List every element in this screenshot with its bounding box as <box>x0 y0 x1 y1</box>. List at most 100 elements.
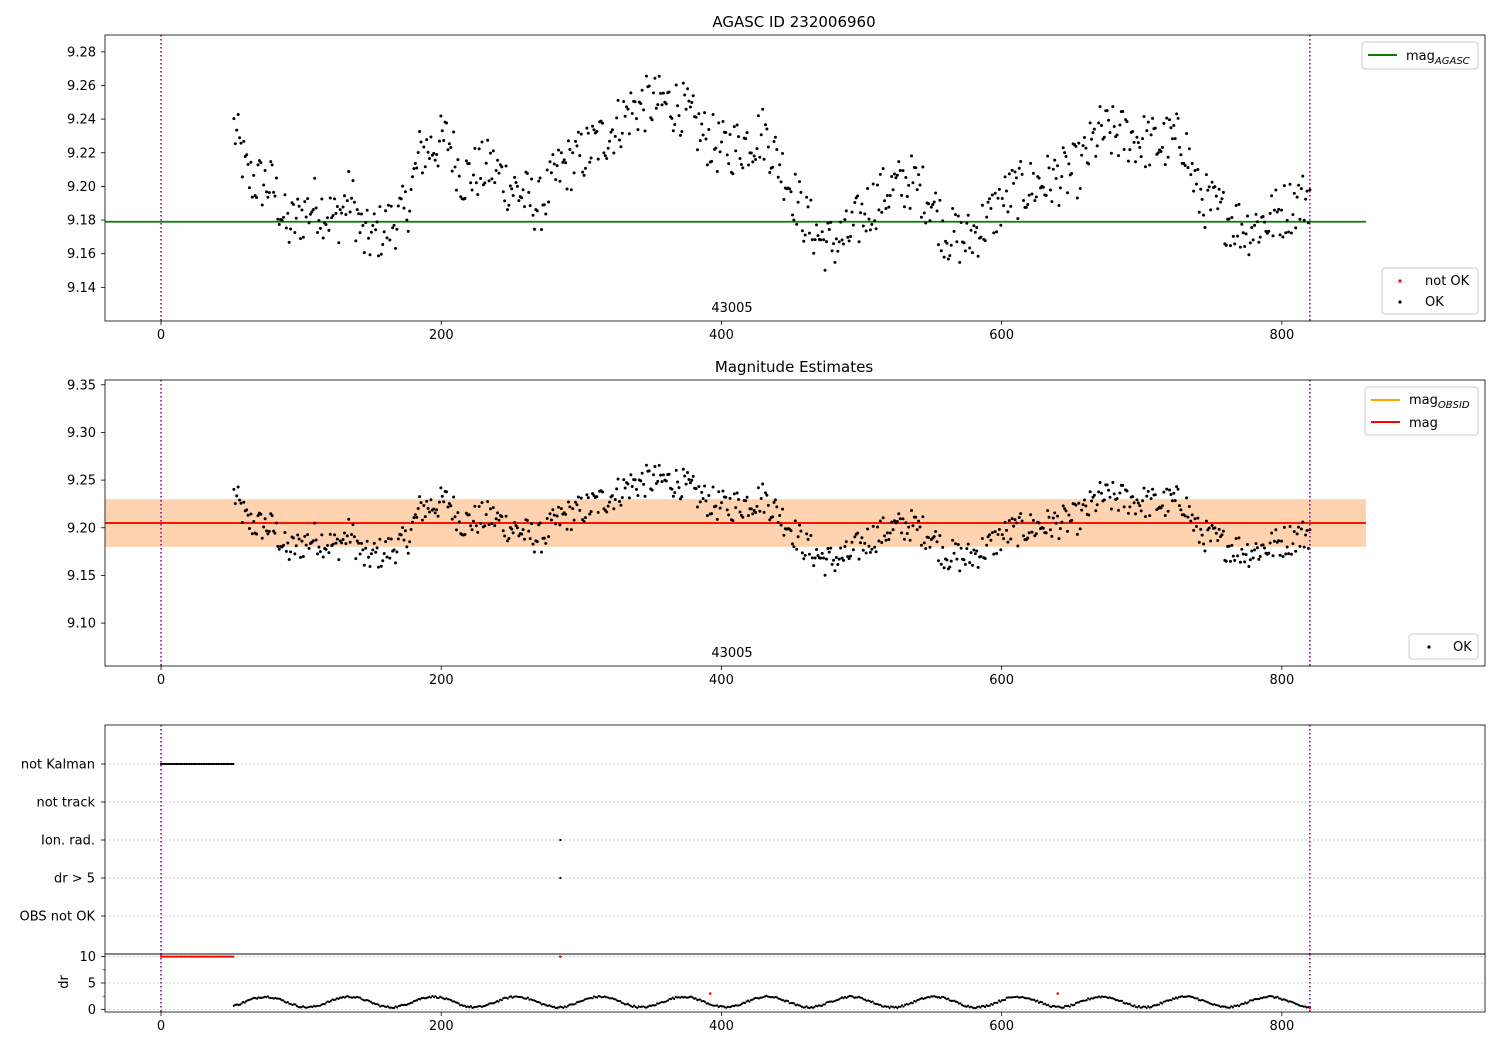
ok-point <box>348 540 352 544</box>
ok-point <box>819 556 823 560</box>
ok-point <box>687 477 691 481</box>
ok-point <box>378 205 382 209</box>
ok-point <box>775 505 779 509</box>
ok-point <box>260 536 264 540</box>
ok-point <box>313 176 317 180</box>
panel2-title: Magnitude Estimates <box>715 358 873 376</box>
ok-point <box>725 153 729 157</box>
ok-point <box>488 507 492 511</box>
ok-point <box>378 537 382 541</box>
ok-point <box>504 514 508 518</box>
ok-point <box>870 222 874 226</box>
ok-point <box>493 524 497 528</box>
ok-point <box>1159 506 1163 510</box>
dr-ok-point <box>1157 1003 1161 1006</box>
ok-point <box>851 223 855 227</box>
ok-point <box>406 229 410 233</box>
ok-point <box>1094 154 1098 158</box>
flag-row-label: OBS not OK <box>20 910 96 925</box>
ok-point <box>997 527 1001 531</box>
panel4-points <box>159 955 1312 1010</box>
ok-point <box>1067 513 1071 517</box>
ok-point <box>694 115 698 119</box>
ok-point <box>1251 556 1255 560</box>
ok-point <box>1081 503 1085 507</box>
ok-point <box>1075 532 1079 536</box>
ok-point <box>799 190 803 194</box>
ok-point <box>698 500 702 504</box>
flag-point <box>207 762 210 766</box>
dr-not-ok-point <box>213 955 216 958</box>
ok-point <box>242 139 246 143</box>
dr-ok-point <box>823 1003 827 1006</box>
ok-point <box>1005 189 1009 193</box>
ok-point <box>1214 531 1218 535</box>
ok-point <box>1196 167 1200 171</box>
panel1-legend-upper: magAGASC <box>1361 41 1479 70</box>
ok-point <box>772 140 776 144</box>
dr-ok-point <box>1176 997 1179 1000</box>
ok-point <box>456 511 460 515</box>
ok-point <box>907 183 911 187</box>
ok-point <box>962 558 966 562</box>
ok-point <box>816 554 820 558</box>
dr-ok-point <box>991 1003 994 1006</box>
ok-point <box>863 541 867 545</box>
ok-point <box>1070 171 1074 175</box>
ok-point <box>955 240 959 244</box>
flag-point <box>222 762 225 766</box>
panel2-legend-upper: magOBSID mag <box>1364 386 1479 436</box>
ok-point <box>542 536 546 540</box>
dr-ok-point <box>500 999 503 1002</box>
ok-point <box>328 532 332 536</box>
ok-point <box>1254 212 1258 216</box>
flag-point <box>218 762 221 766</box>
ok-point <box>412 516 416 520</box>
ok-point <box>1142 115 1146 119</box>
dr-ok-point <box>386 1005 389 1008</box>
ok-point <box>619 503 623 507</box>
ok-point <box>1253 223 1257 227</box>
dr-ok-point <box>694 997 697 1000</box>
ok-point <box>1044 193 1048 197</box>
ok-point <box>501 529 505 533</box>
ok-point <box>280 218 284 222</box>
ok-point <box>1241 231 1245 235</box>
ok-point <box>660 103 664 107</box>
ok-point <box>1220 197 1224 201</box>
ok-point <box>1034 532 1038 536</box>
ok-point <box>1189 173 1193 177</box>
dr-ok-point <box>539 1001 542 1004</box>
ok-point <box>426 506 430 510</box>
dr-ok-point <box>1036 999 1039 1002</box>
ok-point <box>440 494 444 498</box>
ok-point <box>415 166 419 170</box>
ok-point <box>1304 533 1308 537</box>
ok-point <box>508 184 512 188</box>
ok-point <box>428 157 432 161</box>
dr-not-ok-point <box>200 955 203 958</box>
ok-point <box>778 163 782 167</box>
ok-point <box>491 149 495 153</box>
ok-point <box>1200 533 1204 537</box>
ok-point <box>1233 242 1237 246</box>
ok-point <box>681 81 685 85</box>
ok-point <box>839 546 843 550</box>
ok-point <box>1009 537 1013 541</box>
ok-point <box>738 510 742 514</box>
ok-point <box>739 163 743 167</box>
dr-ok-point <box>1173 997 1176 1001</box>
ok-point <box>887 205 891 209</box>
ok-point <box>515 184 519 188</box>
dr-ok-point <box>1160 1002 1164 1005</box>
ok-point <box>802 239 806 243</box>
ok-point <box>703 111 707 115</box>
ok-point <box>354 239 358 243</box>
ok-point <box>779 180 783 184</box>
ok-point <box>705 514 709 518</box>
ok-point <box>396 204 400 208</box>
ok-point <box>245 153 249 157</box>
ok-point <box>477 504 481 508</box>
ok-point <box>1172 491 1176 495</box>
ok-point <box>287 240 291 244</box>
